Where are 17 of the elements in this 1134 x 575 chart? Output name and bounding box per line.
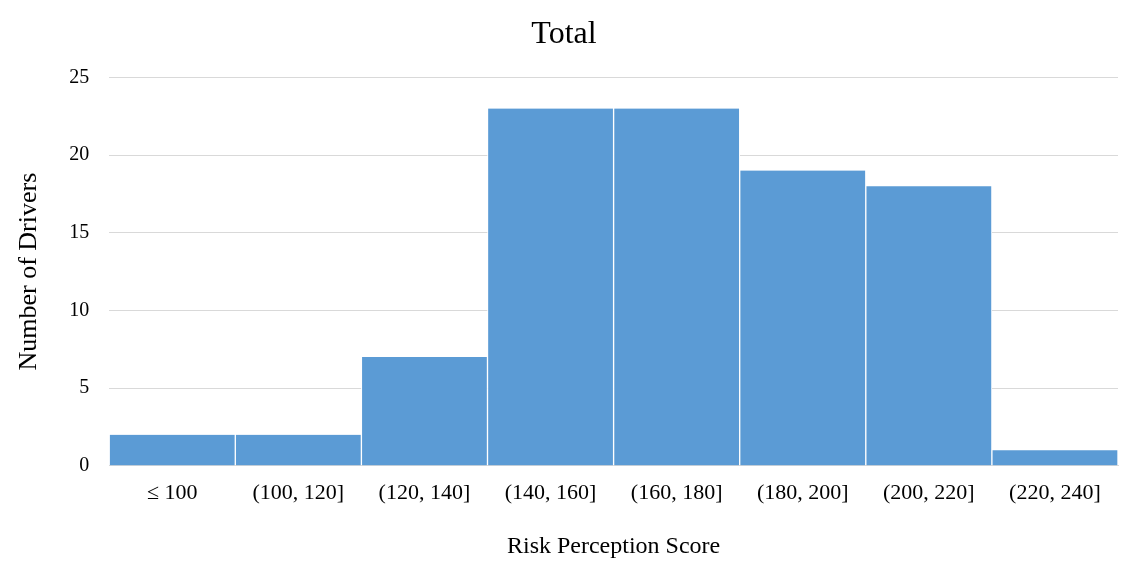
x-axis-title: Risk Perception Score bbox=[506, 531, 721, 558]
x-tick-label: (140, 160] bbox=[504, 478, 597, 504]
y-tick-label: 15 bbox=[69, 220, 90, 243]
x-tick-label: (160, 180] bbox=[630, 478, 723, 504]
y-tick-label: 5 bbox=[79, 375, 90, 398]
x-tick-label: ≤ 100 bbox=[146, 478, 198, 504]
x-tick-label: (220, 240] bbox=[1009, 478, 1101, 504]
x-tick-label: (100, 120] bbox=[252, 478, 345, 504]
x-tick-label: (200, 220] bbox=[883, 478, 975, 504]
y-tick-label: 10 bbox=[69, 297, 90, 320]
y-tick-label: 0 bbox=[79, 453, 90, 476]
x-tick-label: (180, 200] bbox=[756, 478, 849, 504]
y-tick-label: 25 bbox=[69, 64, 90, 87]
y-axis-title: Number of Drivers bbox=[13, 172, 43, 371]
y-tick-label: 20 bbox=[69, 142, 90, 165]
x-tick-label: (120, 140] bbox=[378, 478, 471, 504]
chart-title: Total bbox=[531, 13, 597, 50]
